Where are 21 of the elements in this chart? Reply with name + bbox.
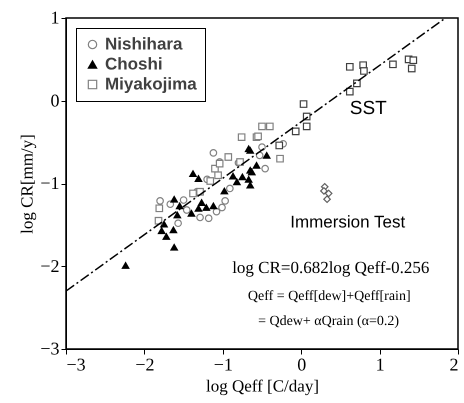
x-tick-label: −1	[214, 354, 233, 374]
annotation: SST	[350, 98, 388, 120]
y-tick-label: −2	[40, 256, 60, 276]
y-tick-label: −3	[40, 338, 60, 358]
annotation: = Qdew+ αQrain (α=0.2)	[258, 314, 400, 329]
x-tick-label: −2	[135, 354, 154, 374]
annotation: Qeff = Qeff[dew]+Qeff[rain]	[248, 289, 411, 304]
y-tick-label: 0	[50, 90, 60, 110]
y-tick-label: 1	[50, 8, 60, 28]
y-tick-label: −1	[40, 173, 60, 193]
x-tick-label: −3	[66, 354, 86, 374]
annotation: Immersion Test	[290, 212, 406, 232]
x-axis-title: log Qeff [C/day]	[206, 376, 319, 396]
legend-label: Choshi	[105, 54, 163, 74]
x-tick-label: 1	[376, 354, 385, 374]
legend-label: Nishihara	[105, 34, 184, 54]
x-tick-label: 2	[450, 354, 458, 374]
annotation: log CR=0.682log Qeff-0.256	[232, 258, 430, 277]
x-tick-label: 0	[297, 354, 306, 374]
legend-label: Miyakojima	[105, 74, 198, 94]
y-axis-title: log CR[mm/y]	[17, 134, 36, 234]
